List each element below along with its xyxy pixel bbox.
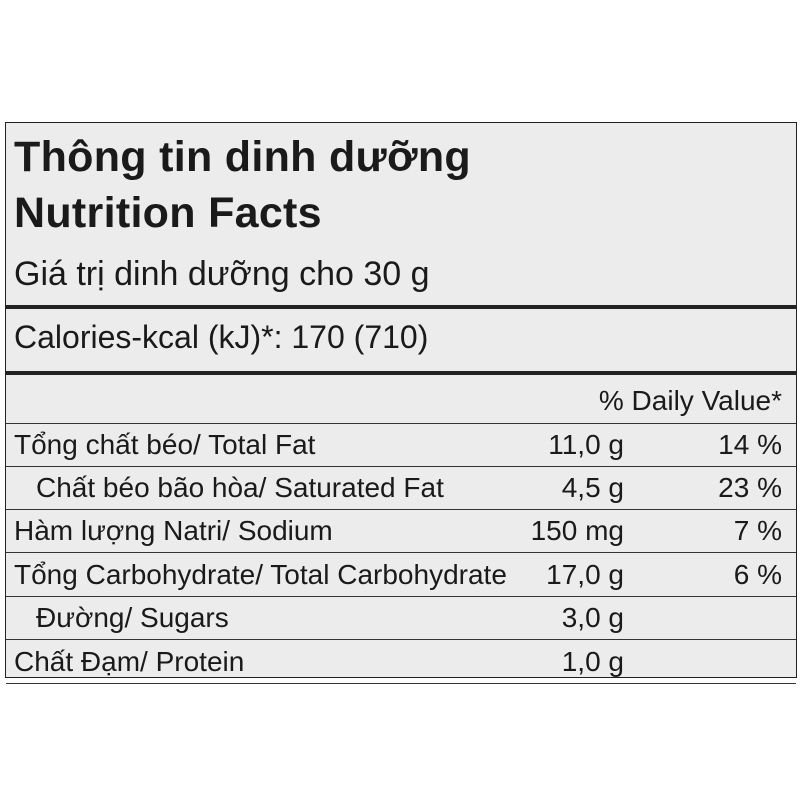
nutrient-row: Tổng Carbohydrate/ Total Carbohydrate 17,…: [6, 554, 796, 597]
calories: Calories-kcal (kJ)*: 170 (710): [14, 319, 429, 355]
nutrient-row: Đường/ Sugars 3,0 g: [6, 597, 796, 640]
nutrient-name: Chất Đạm/ Protein: [14, 645, 245, 677]
serving-size: Giá trị dinh dưỡng cho 30 g: [14, 255, 430, 293]
title-en: Nutrition Facts: [14, 189, 322, 237]
daily-percent: 7 %: [733, 515, 782, 546]
divider: [6, 305, 796, 309]
nutrient-name: Tổng chất béo/ Total Fat: [14, 429, 316, 460]
nutrient-name: Chất béo bão hòa/ Saturated Fat: [36, 471, 444, 503]
nutrient-name: Tổng Carbohydrate/ Total Carbohydrate: [14, 558, 507, 590]
nutrition-label: Thông tin dinh dưỡng Nutrition Facts Giá…: [5, 122, 797, 684]
amount: 17,0 g: [546, 558, 624, 590]
nutrient-row: Chất Đạm/ Protein 1,0 g: [6, 641, 796, 684]
amount: 1,0 g: [561, 645, 624, 677]
nutrient-row: Chất béo bão hòa/ Saturated Fat 4,5 g 23 %: [6, 467, 796, 510]
amount: 3,0 g: [561, 602, 624, 633]
daily-percent: 14 %: [718, 429, 782, 460]
divider: [6, 371, 796, 375]
daily-percent: 6 %: [733, 558, 782, 590]
nutrient-name: Hàm lượng Natri/ Sodium: [14, 515, 333, 546]
amount: 4,5 g: [561, 471, 624, 503]
nutrient-row: Tổng chất béo/ Total Fat 11,0 g 14 %: [6, 423, 796, 467]
daily-percent: 23 %: [718, 471, 782, 503]
amount: 150 mg: [530, 515, 624, 546]
nutrient-row: Hàm lượng Natri/ Sodium 150 mg 7 %: [6, 510, 796, 553]
daily-value-header: % Daily Value*: [598, 385, 782, 416]
title-vi: Thông tin dinh dưỡng: [14, 133, 471, 181]
amount: 11,0 g: [548, 429, 624, 460]
nutrient-name: Đường/ Sugars: [36, 602, 229, 633]
